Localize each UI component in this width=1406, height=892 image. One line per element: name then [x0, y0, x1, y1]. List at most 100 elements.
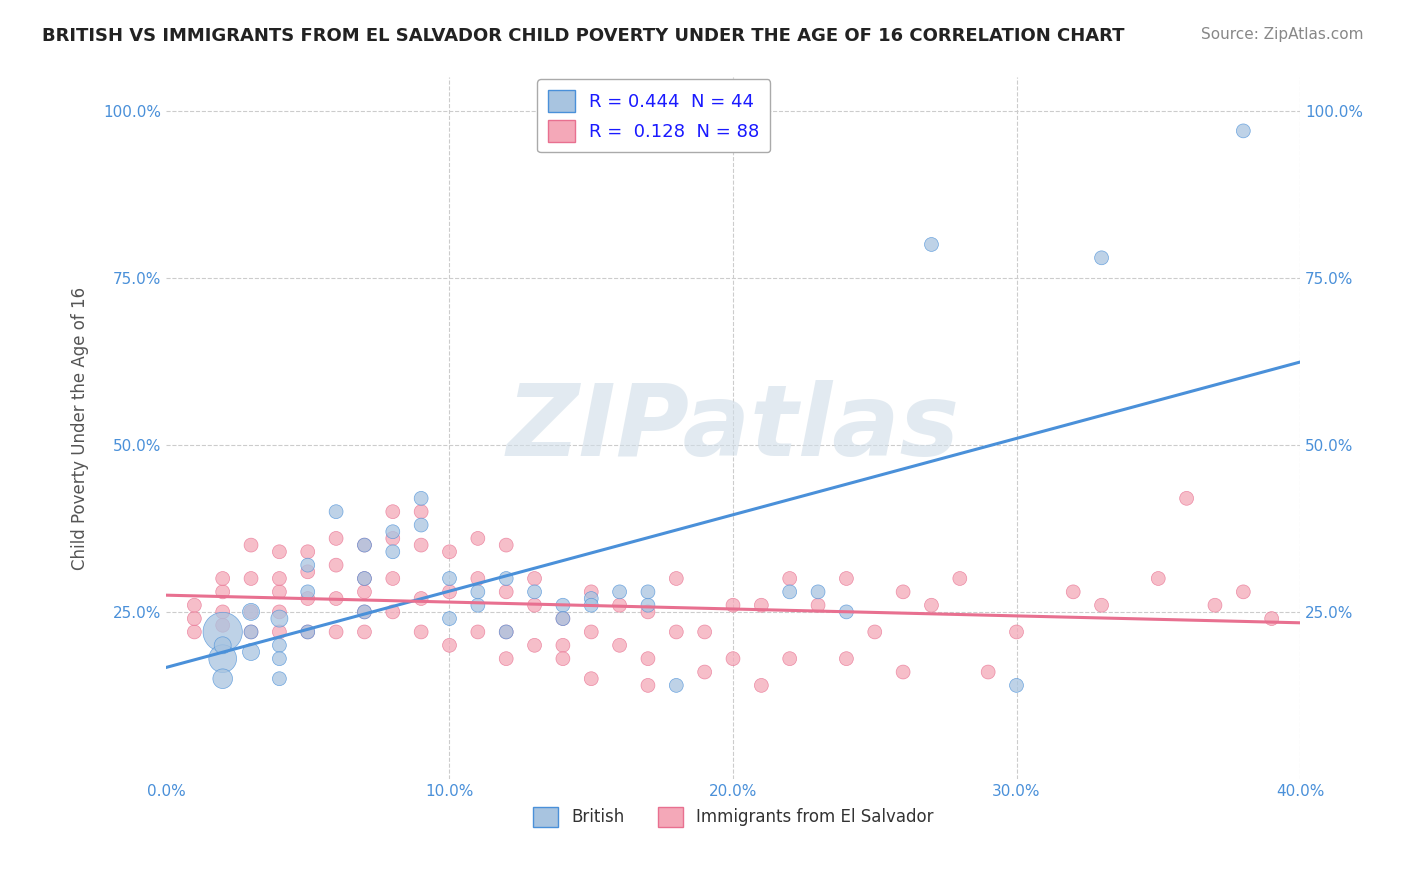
Point: [495, 651, 517, 665]
Point: [381, 545, 404, 559]
Point: [609, 638, 631, 652]
Point: [297, 624, 319, 639]
Point: [269, 638, 291, 652]
Point: [297, 585, 319, 599]
Point: [467, 598, 489, 612]
Point: [411, 538, 433, 552]
Point: [269, 545, 291, 559]
Point: [779, 585, 801, 599]
Point: [381, 572, 404, 586]
Point: [381, 605, 404, 619]
Point: [240, 605, 263, 619]
Point: [211, 572, 233, 586]
Point: [353, 538, 375, 552]
Point: [381, 532, 404, 546]
Point: [240, 538, 263, 552]
Point: [467, 572, 489, 586]
Point: [269, 672, 291, 686]
Point: [637, 605, 659, 619]
Point: [581, 624, 603, 639]
Point: [495, 585, 517, 599]
Point: [240, 645, 263, 659]
Point: [269, 611, 291, 625]
Point: [1147, 572, 1170, 586]
Point: [211, 638, 233, 652]
Point: [183, 624, 205, 639]
Point: [665, 678, 688, 692]
Point: [721, 598, 744, 612]
Point: [665, 572, 688, 586]
Point: [949, 572, 972, 586]
Point: [807, 598, 830, 612]
Point: [211, 605, 233, 619]
Point: [353, 585, 375, 599]
Point: [665, 624, 688, 639]
Point: [269, 605, 291, 619]
Point: [325, 505, 347, 519]
Point: [439, 585, 461, 599]
Point: [637, 678, 659, 692]
Point: [891, 665, 914, 679]
Point: [353, 572, 375, 586]
Point: [1005, 624, 1028, 639]
Point: [183, 611, 205, 625]
Point: [240, 572, 263, 586]
Point: [637, 585, 659, 599]
Point: [211, 624, 233, 639]
Point: [353, 572, 375, 586]
Point: [439, 545, 461, 559]
Point: [353, 624, 375, 639]
Y-axis label: Child Poverty Under the Age of 16: Child Poverty Under the Age of 16: [72, 286, 89, 570]
Point: [467, 585, 489, 599]
Point: [863, 624, 886, 639]
Point: [581, 591, 603, 606]
Text: ZIPatlas: ZIPatlas: [506, 380, 959, 476]
Point: [721, 651, 744, 665]
Point: [495, 624, 517, 639]
Point: [1232, 124, 1254, 138]
Point: [920, 598, 942, 612]
Point: [551, 611, 574, 625]
Point: [1260, 611, 1282, 625]
Point: [977, 665, 1000, 679]
Point: [495, 538, 517, 552]
Point: [1232, 585, 1254, 599]
Point: [297, 591, 319, 606]
Point: [353, 538, 375, 552]
Point: [353, 605, 375, 619]
Point: [835, 605, 858, 619]
Point: [920, 237, 942, 252]
Point: [269, 572, 291, 586]
Point: [381, 505, 404, 519]
Point: [693, 624, 716, 639]
Point: [1175, 491, 1198, 506]
Point: [411, 518, 433, 533]
Point: [325, 591, 347, 606]
Point: [551, 611, 574, 625]
Point: [1005, 678, 1028, 692]
Point: [581, 598, 603, 612]
Point: [211, 672, 233, 686]
Point: [467, 532, 489, 546]
Point: [411, 505, 433, 519]
Point: [581, 672, 603, 686]
Point: [211, 618, 233, 632]
Point: [693, 665, 716, 679]
Point: [835, 572, 858, 586]
Point: [411, 624, 433, 639]
Point: [637, 651, 659, 665]
Point: [297, 545, 319, 559]
Point: [609, 598, 631, 612]
Point: [551, 651, 574, 665]
Point: [325, 532, 347, 546]
Point: [1090, 598, 1112, 612]
Point: [495, 572, 517, 586]
Point: [1090, 251, 1112, 265]
Point: [325, 624, 347, 639]
Point: [297, 624, 319, 639]
Point: [523, 585, 546, 599]
Point: [297, 565, 319, 579]
Point: [211, 585, 233, 599]
Point: [581, 585, 603, 599]
Point: [779, 572, 801, 586]
